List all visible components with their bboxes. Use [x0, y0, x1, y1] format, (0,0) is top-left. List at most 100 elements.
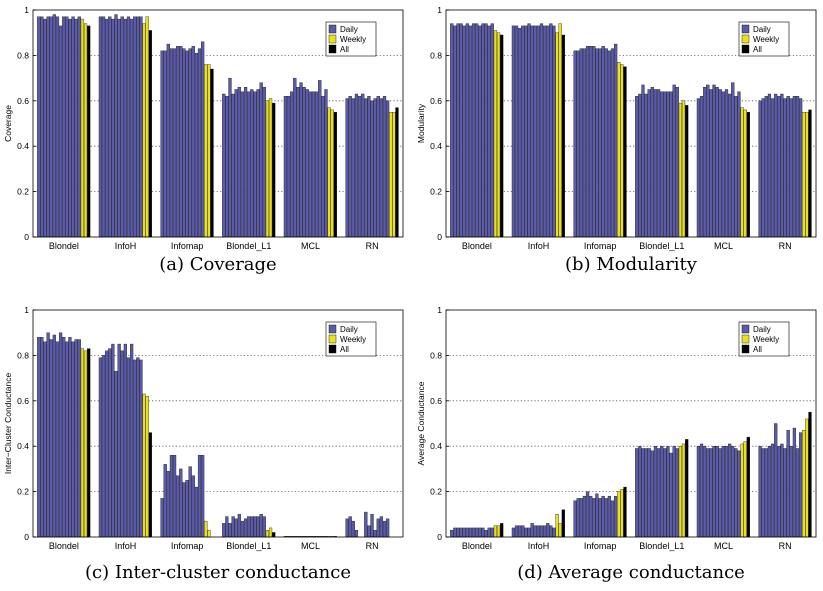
bar-daily	[354, 530, 359, 538]
bar-weekly	[142, 393, 146, 538]
bar-daily	[450, 23, 454, 238]
bar-daily	[481, 527, 485, 538]
bar-daily	[530, 523, 534, 538]
axes-box	[445, 9, 817, 238]
bar-daily	[641, 84, 645, 238]
x-tick-label: Blondel	[49, 541, 79, 551]
bar-daily	[462, 527, 466, 538]
bar-weekly	[83, 350, 88, 538]
bar-daily	[598, 498, 602, 538]
bar-daily	[65, 16, 69, 238]
bar-daily	[130, 343, 134, 538]
y-axis-label: Coverage	[3, 105, 13, 142]
x-tick-label: RN	[366, 541, 379, 551]
bar-daily	[65, 341, 69, 538]
bar-daily	[635, 96, 639, 238]
bar-all	[148, 432, 152, 538]
bar-daily	[68, 337, 72, 538]
bar-daily	[780, 443, 784, 538]
bar-daily	[299, 82, 303, 238]
bar-weekly	[617, 491, 621, 538]
bar-daily	[552, 25, 556, 238]
bar-daily	[589, 46, 593, 238]
bar-daily	[345, 518, 349, 538]
legend-swatch-weekly	[328, 334, 337, 344]
bar-daily	[761, 448, 765, 538]
axes-box	[445, 309, 817, 538]
bar-weekly	[493, 30, 498, 238]
bar-daily	[74, 18, 78, 238]
bar-weekly	[681, 100, 686, 238]
x-tick-label: MCL	[301, 241, 320, 251]
bar-daily	[250, 89, 254, 238]
bar-all	[333, 111, 337, 238]
bar-daily	[55, 16, 60, 238]
bar-daily	[530, 25, 534, 238]
bar-daily	[373, 530, 377, 538]
bar-daily	[130, 18, 134, 238]
bar-weekly	[327, 107, 331, 238]
bar-daily	[777, 96, 781, 238]
bar-daily	[256, 516, 260, 538]
bar-weekly	[207, 64, 211, 238]
bar-daily	[114, 14, 118, 238]
bar-daily	[576, 50, 580, 238]
bar-weekly	[389, 111, 393, 238]
x-tick-label: InfoH	[528, 241, 550, 251]
bar-daily	[321, 96, 325, 238]
panel-caption: (a) Coverage	[159, 254, 276, 275]
bar-daily	[641, 448, 645, 538]
bar-daily	[543, 25, 547, 238]
bar-all	[623, 66, 627, 238]
y-tick-label: 0.2	[430, 187, 442, 197]
bar-daily	[490, 527, 494, 538]
x-tick-label: Blondel_L1	[639, 241, 684, 251]
bar-daily	[117, 18, 121, 238]
bar-daily	[98, 357, 103, 538]
bar-daily	[724, 89, 729, 238]
bar-daily	[462, 25, 466, 238]
bar-daily	[524, 527, 528, 538]
bar-daily	[453, 25, 457, 238]
bar-daily	[386, 518, 390, 538]
bar-daily	[518, 525, 522, 538]
y-tick-label: 0.2	[17, 487, 29, 497]
y-tick-label: 0.8	[430, 350, 442, 360]
bar-daily	[638, 93, 642, 238]
bar-daily	[734, 448, 738, 538]
bar-daily	[126, 16, 131, 238]
bar-daily	[354, 93, 359, 238]
bar-daily	[715, 446, 719, 538]
bar-daily	[715, 87, 719, 238]
bar-daily	[160, 498, 164, 538]
bar-weekly	[740, 107, 744, 238]
bar-daily	[527, 527, 531, 538]
bar-weekly	[805, 111, 809, 238]
bar-daily	[52, 334, 56, 538]
bar-daily	[101, 355, 106, 538]
bar-weekly	[555, 514, 559, 538]
y-axis-label: Average Conductance	[416, 381, 426, 465]
bar-daily	[77, 16, 81, 238]
bar-daily	[552, 527, 556, 538]
bar-daily	[46, 16, 50, 238]
bar-daily	[579, 48, 583, 238]
bar-daily	[160, 50, 164, 238]
y-tick-label: 0.8	[17, 50, 29, 60]
bar-weekly	[493, 525, 498, 538]
bar-daily	[166, 470, 170, 538]
bar-daily	[656, 448, 661, 538]
bar-daily	[176, 46, 180, 238]
y-tick-label: 0.6	[430, 396, 442, 406]
bar-daily	[222, 93, 226, 238]
bar-weekly	[740, 443, 744, 538]
legend-label-weekly: Weekly	[753, 335, 779, 344]
x-tick-label: Blondel	[462, 241, 492, 251]
chart-panel-2: Blondel InfoH Infomap Blondel_L1 MCL RN 0 0.2 0.…	[3, 305, 404, 583]
bar-all	[808, 411, 812, 538]
bar-daily	[234, 518, 238, 538]
y-tick-label: 0.4	[17, 141, 29, 151]
legend-swatch-weekly	[741, 34, 750, 44]
bar-daily	[490, 23, 494, 238]
bar-daily	[764, 448, 768, 538]
